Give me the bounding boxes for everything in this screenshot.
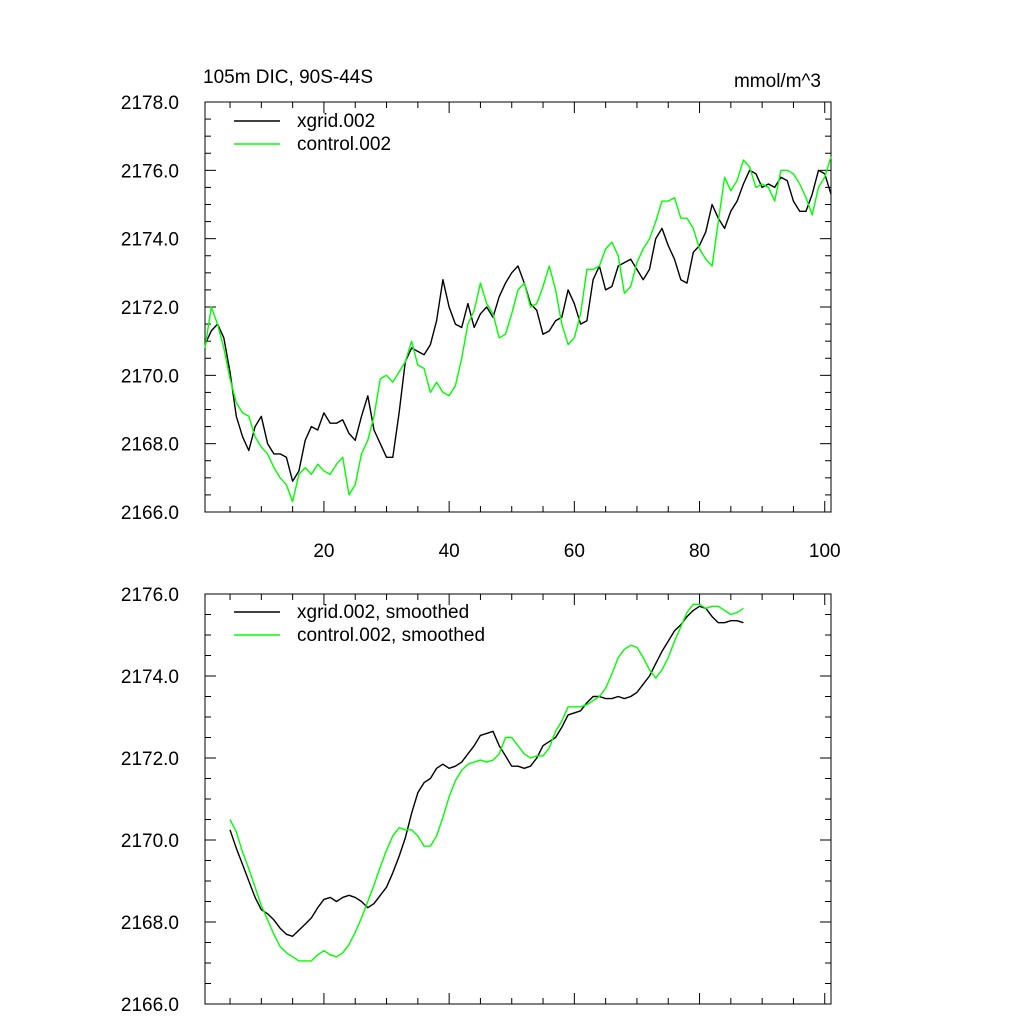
y-tick-label: 2166.0 bbox=[121, 995, 179, 1016]
y-tick-label: 2176.0 bbox=[121, 585, 179, 606]
x-tick-label: 40 bbox=[439, 541, 460, 562]
y-tick-label: 2170.0 bbox=[121, 831, 179, 852]
legend-label-control-smoothed: control.002, smoothed bbox=[297, 625, 485, 646]
y-tick-label: 2174.0 bbox=[121, 667, 179, 688]
panel-top: 105m DIC, 90S-44S mmol/m^3 2166.02168.02… bbox=[121, 67, 841, 562]
x-tick-label: 60 bbox=[564, 541, 585, 562]
x-tick-label: 80 bbox=[689, 541, 710, 562]
plot-frame-top bbox=[204, 101, 832, 513]
series-line-bottom-control bbox=[229, 603, 744, 962]
series-line-bottom-xgrid bbox=[229, 605, 744, 937]
legend-top: xgrid.002 control.002 bbox=[234, 111, 391, 155]
axis-ticks-top: 2166.0 2168.0 2170.0 2172.0 2174.0 2176.0 2178… bbox=[121, 93, 841, 562]
y-tick-label: 2168.0 bbox=[121, 913, 179, 934]
legend-bottom: xgrid.002, smoothed control.002, smoothe… bbox=[234, 602, 485, 646]
series-line-top-xgrid bbox=[204, 169, 832, 482]
legend-label-xgrid: xgrid.002 bbox=[297, 111, 375, 132]
y-tick-label: 2174.0 bbox=[121, 230, 179, 251]
plot-frame-bottom bbox=[204, 593, 832, 1005]
legend-label-control: control.002 bbox=[297, 134, 391, 155]
series-group-top bbox=[204, 156, 832, 503]
y-tick-label: 2176.0 bbox=[121, 161, 179, 182]
y-tick-label: 2178.0 bbox=[121, 93, 179, 114]
y-tick-label: 2168.0 bbox=[121, 435, 179, 456]
chart-title-left: 105m DIC, 90S-44S bbox=[203, 67, 373, 88]
x-tick-label: 20 bbox=[313, 541, 334, 562]
y-tick-label: 2172.0 bbox=[121, 749, 179, 770]
series-line-top-control bbox=[204, 156, 832, 503]
legend-label-xgrid-smoothed: xgrid.002, smoothed bbox=[297, 602, 469, 623]
chart-title-right: mmol/m^3 bbox=[734, 71, 821, 92]
x-tick-label: 100 bbox=[809, 541, 841, 562]
y-tick-label: 2172.0 bbox=[121, 298, 179, 319]
series-group-bottom bbox=[229, 603, 744, 962]
panel-bottom: 2166.0 2168.0 2170.0 2172.0 2174.0 2176.0 xgr… bbox=[121, 585, 832, 1016]
axis-ticks-bottom: 2166.0 2168.0 2170.0 2172.0 2174.0 2176.0 bbox=[121, 585, 831, 1016]
y-tick-label: 2166.0 bbox=[121, 503, 179, 524]
y-tick-label: 2170.0 bbox=[121, 366, 179, 387]
